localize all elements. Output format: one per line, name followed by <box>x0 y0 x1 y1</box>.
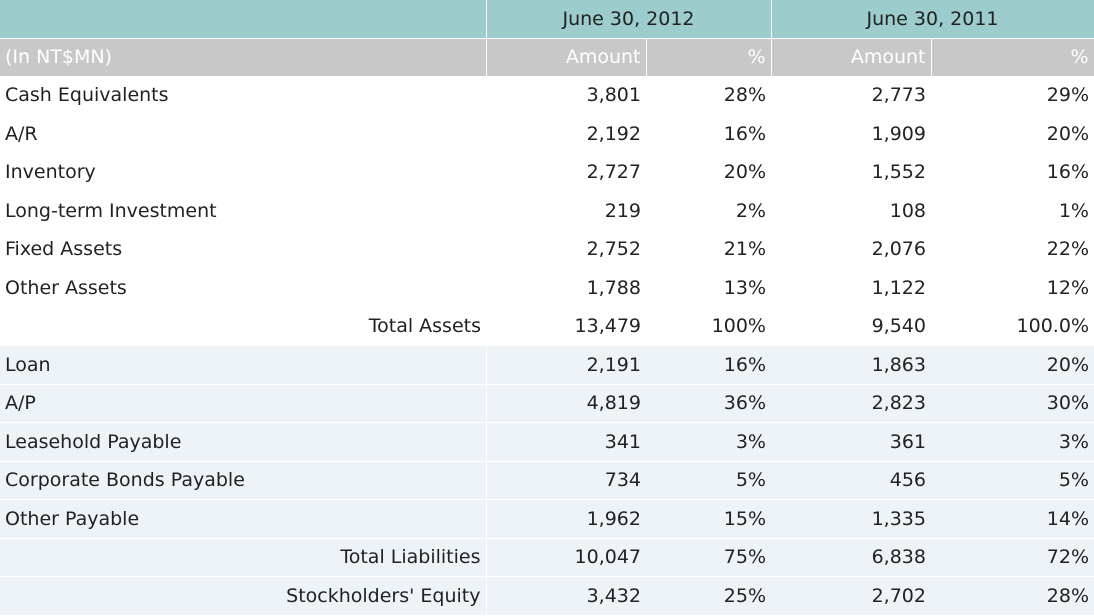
row-label: Other Payable <box>0 499 487 538</box>
percent-2011: 28% <box>931 576 1094 615</box>
percent-2012: 36% <box>646 383 771 423</box>
total-assets-row: Total Assets 13,479 100% 9,540 100.0% <box>0 307 1094 346</box>
percent-2011: 20% <box>931 114 1094 153</box>
stockholders-equity-row: Stockholders' Equity 3,432 25% 2,702 28% <box>0 576 1094 615</box>
row-label: Long-term Investment <box>0 191 486 230</box>
percent-2011: 1% <box>931 191 1094 230</box>
amount-2011: 2,773 <box>771 76 931 115</box>
amount-2011: 1,335 <box>771 499 931 538</box>
percent-2012: 5% <box>646 460 771 500</box>
amount-2012: 2,191 <box>486 345 646 384</box>
amount-2011: 108 <box>771 191 931 230</box>
amount-2011: 456 <box>771 460 931 500</box>
percent-2012: 21% <box>646 230 771 269</box>
amount-2012: 341 <box>486 422 646 461</box>
percent-2011: 29% <box>931 76 1094 115</box>
unit-label: (In NT$MN) <box>0 37 487 76</box>
table-row: Long-term Investment 219 2% 108 1% <box>0 191 1094 230</box>
table-row: Other Payable 1,962 15% 1,335 14% <box>0 499 1094 538</box>
column-header-row: (In NT$MN) Amount % Amount % <box>0 37 1094 76</box>
period-2012-header: June 30, 2012 <box>486 0 772 38</box>
percent-2011-header: % <box>931 37 1094 76</box>
total-liabilities-label: Total Liabilities <box>0 537 487 577</box>
percent-2012-header: % <box>646 37 772 76</box>
percent-2011: 12% <box>931 268 1094 307</box>
stockholders-equity-label: Stockholders' Equity <box>0 576 487 615</box>
table-row: Fixed Assets 2,752 21% 2,076 22% <box>0 230 1094 269</box>
amount-2011: 1,909 <box>771 114 931 153</box>
percent-2012: 20% <box>646 153 771 192</box>
amount-2011: 2,823 <box>771 383 931 423</box>
percent-2012: 2% <box>646 191 771 230</box>
amount-2012: 3,801 <box>486 76 646 115</box>
table-row: Cash Equivalents 3,801 28% 2,773 29% <box>0 76 1094 115</box>
amount-2012: 1,962 <box>486 499 646 538</box>
percent-2011: 3% <box>931 422 1094 461</box>
table-row: Inventory 2,727 20% 1,552 16% <box>0 153 1094 192</box>
row-label: A/P <box>0 383 487 423</box>
row-label: Cash Equivalents <box>0 76 486 115</box>
percent-2011: 5% <box>931 460 1094 500</box>
amount-2012: 3,432 <box>486 576 646 615</box>
percent-2012: 75% <box>646 537 771 577</box>
amount-2011: 2,702 <box>771 576 931 615</box>
amount-2011-header: Amount <box>771 37 932 76</box>
percent-2012: 16% <box>646 114 771 153</box>
percent-2011: 30% <box>931 383 1094 423</box>
percent-2012: 16% <box>646 345 771 384</box>
header-blank-cell <box>0 0 487 38</box>
table-row: Leasehold Payable 341 3% 361 3% <box>0 422 1094 461</box>
amount-2011: 9,540 <box>771 307 931 346</box>
percent-2012: 100% <box>646 307 771 346</box>
amount-2012: 4,819 <box>486 383 646 423</box>
row-label: Corporate Bonds Payable <box>0 460 487 500</box>
amount-2011: 2,076 <box>771 230 931 269</box>
amount-2012: 2,192 <box>486 114 646 153</box>
amount-2011: 1,122 <box>771 268 931 307</box>
amount-2012: 2,752 <box>486 230 646 269</box>
amount-2012: 219 <box>486 191 646 230</box>
percent-2011: 16% <box>931 153 1094 192</box>
row-label: A/R <box>0 114 486 153</box>
amount-2011: 6,838 <box>771 537 931 577</box>
percent-2011: 100.0% <box>931 307 1094 346</box>
table-row: Other Assets 1,788 13% 1,122 12% <box>0 268 1094 307</box>
row-label: Leasehold Payable <box>0 422 487 461</box>
table-row: Corporate Bonds Payable 734 5% 456 5% <box>0 460 1094 500</box>
percent-2012: 15% <box>646 499 771 538</box>
period-header-row: June 30, 2012 June 30, 2011 <box>0 0 1094 38</box>
amount-2012: 10,047 <box>486 537 646 577</box>
row-label: Loan <box>0 345 487 384</box>
total-assets-label: Total Assets <box>0 307 486 346</box>
percent-2011: 22% <box>931 230 1094 269</box>
table-row: A/P 4,819 36% 2,823 30% <box>0 383 1094 423</box>
row-label: Other Assets <box>0 268 486 307</box>
period-2011-header: June 30, 2011 <box>771 0 1094 38</box>
percent-2012: 28% <box>646 76 771 115</box>
amount-2012: 1,788 <box>486 268 646 307</box>
row-label: Fixed Assets <box>0 230 486 269</box>
percent-2012: 25% <box>646 576 771 615</box>
table-row: A/R 2,192 16% 1,909 20% <box>0 114 1094 153</box>
amount-2012: 734 <box>486 460 646 500</box>
percent-2012: 13% <box>646 268 771 307</box>
amount-2012: 2,727 <box>486 153 646 192</box>
percent-2011: 20% <box>931 345 1094 384</box>
table-row: Loan 2,191 16% 1,863 20% <box>0 345 1094 384</box>
amount-2011: 1,863 <box>771 345 931 384</box>
row-label: Inventory <box>0 153 486 192</box>
amount-2012: 13,479 <box>486 307 646 346</box>
amount-2011: 361 <box>771 422 931 461</box>
percent-2011: 14% <box>931 499 1094 538</box>
amount-2011: 1,552 <box>771 153 931 192</box>
percent-2012: 3% <box>646 422 771 461</box>
total-liabilities-row: Total Liabilities 10,047 75% 6,838 72% <box>0 537 1094 577</box>
percent-2011: 72% <box>931 537 1094 577</box>
amount-2012-header: Amount <box>486 37 647 76</box>
